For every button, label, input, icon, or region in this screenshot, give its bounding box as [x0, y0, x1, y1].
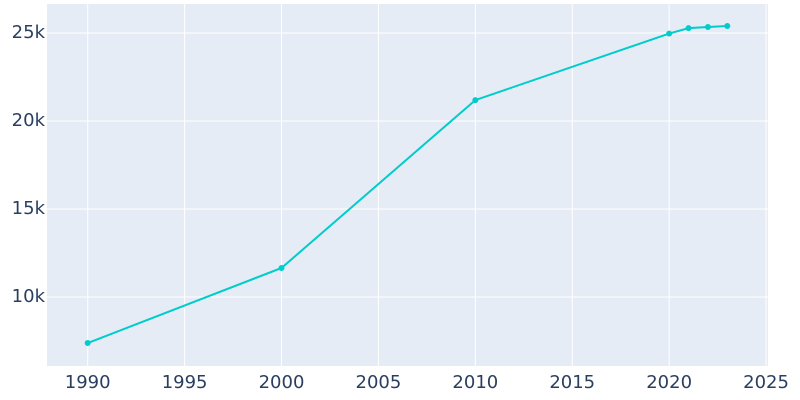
x-tick-label: 2015 [549, 372, 595, 393]
x-tick-label: 2000 [259, 372, 305, 393]
x-tick-label: 2005 [356, 372, 402, 393]
marker [704, 24, 711, 31]
x-tick-label: 2025 [743, 372, 789, 393]
marker [666, 30, 673, 37]
x-tick-label: 1990 [65, 372, 111, 393]
y-tick-label: 20k [12, 110, 46, 131]
marker [278, 264, 285, 271]
marker [724, 22, 731, 29]
y-tick-label: 25k [12, 22, 46, 43]
marker [84, 340, 91, 347]
x-tick-label: 2010 [452, 372, 498, 393]
x-tick-label: 2020 [646, 372, 692, 393]
marker [685, 25, 692, 32]
marker [472, 97, 479, 104]
x-tick-label: 1995 [162, 372, 208, 393]
plot-area [47, 4, 768, 366]
y-tick-label: 10k [12, 286, 46, 307]
y-tick-label: 15k [12, 198, 46, 219]
